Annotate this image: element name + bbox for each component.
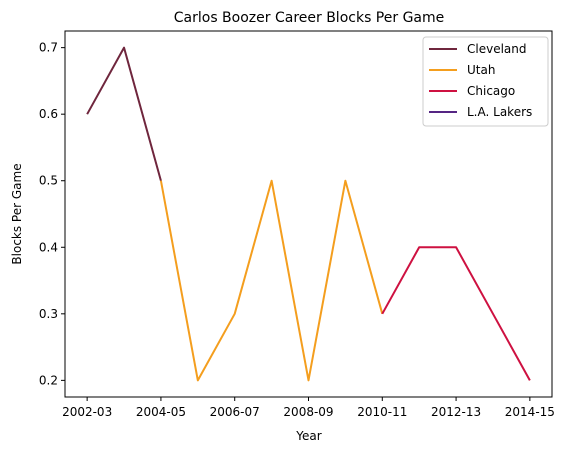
series-line-cleveland xyxy=(86,46,162,181)
y-axis-label: Blocks Per Game xyxy=(10,163,24,264)
y-tick-label: 0.5 xyxy=(39,174,58,188)
series-lines xyxy=(86,46,531,382)
y-tick-label: 0.7 xyxy=(39,41,58,55)
x-tick-label: 2010-11 xyxy=(357,405,407,419)
legend-label-l-a-lakers: L.A. Lakers xyxy=(467,105,532,119)
y-tick-label: 0.4 xyxy=(39,240,58,254)
legend: Cleveland Utah Chicago L.A. Lakers xyxy=(422,36,549,127)
x-tick-label: 2004-05 xyxy=(136,405,186,419)
legend-label-cleveland: Cleveland xyxy=(467,42,527,56)
series-line-utah xyxy=(159,179,384,382)
y-tick-label: 0.3 xyxy=(39,307,58,321)
x-axis-label: Year xyxy=(295,429,321,443)
x-axis: 2002-03 2004-05 2006-07 2008-09 2010-11 2012-… xyxy=(62,397,555,419)
x-tick-label: 2008-09 xyxy=(283,405,333,419)
x-tick-label: 2002-03 xyxy=(62,405,112,419)
y-axis: 0.2 0.3 0.4 0.5 0.6 0.7 xyxy=(39,41,65,387)
legend-frame xyxy=(422,36,549,127)
y-tick-label: 0.2 xyxy=(39,373,58,387)
y-tick-label: 0.6 xyxy=(39,107,58,121)
legend-label-utah: Utah xyxy=(467,63,495,77)
chart-title: Carlos Boozer Career Blocks Per Game xyxy=(174,10,445,26)
x-tick-label: 2012-13 xyxy=(431,405,481,419)
series-line-chicago xyxy=(381,246,531,381)
x-tick-label: 2014-15 xyxy=(505,405,555,419)
x-tick-label: 2006-07 xyxy=(210,405,260,419)
legend-label-chicago: Chicago xyxy=(467,84,515,98)
